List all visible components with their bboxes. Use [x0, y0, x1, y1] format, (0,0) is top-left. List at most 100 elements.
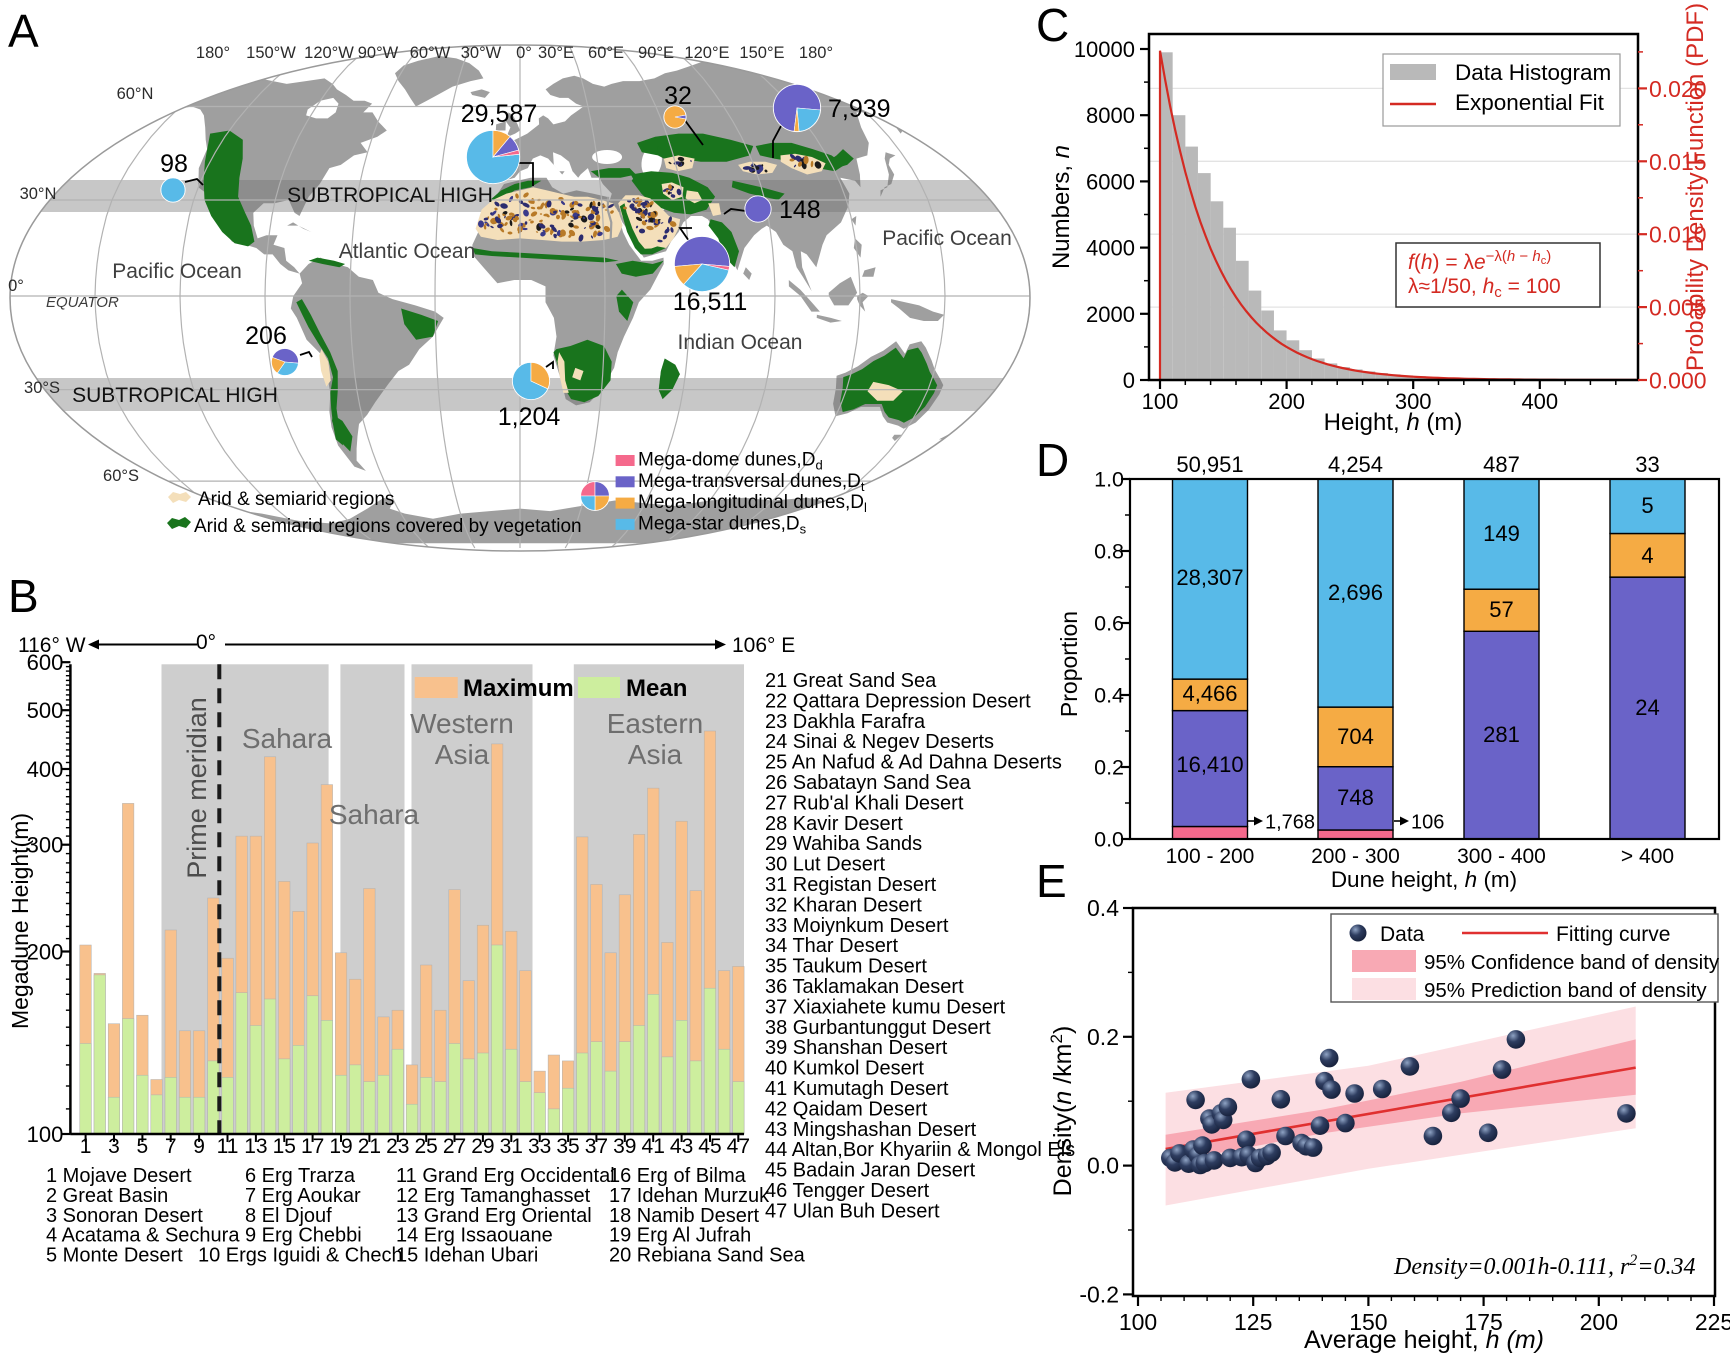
- svg-text:225: 225: [1695, 1309, 1730, 1335]
- svg-text:704: 704: [1337, 724, 1374, 749]
- svg-text:16 Erg of Bilma: 16 Erg of Bilma: [609, 1165, 747, 1187]
- svg-text:Dune height, h (m): Dune height, h (m): [1331, 867, 1517, 892]
- svg-text:150°W: 150°W: [246, 44, 296, 62]
- svg-text:500: 500: [27, 698, 64, 723]
- svg-text:47: 47: [727, 1135, 750, 1158]
- svg-text:10 Ergs Iguidi & Chech: 10 Ergs Iguidi & Chech: [198, 1245, 403, 1267]
- svg-text:Mega-dome dunes,Dd: Mega-dome dunes,Dd: [638, 450, 823, 473]
- svg-text:11 Grand Erg Occidental: 11 Grand Erg Occidental: [396, 1165, 615, 1187]
- svg-text:19: 19: [329, 1135, 352, 1158]
- svg-text:Fitting curve: Fitting curve: [1556, 923, 1670, 946]
- svg-text:16,410: 16,410: [1176, 752, 1243, 777]
- svg-text:SUBTROPICAL HIGH: SUBTROPICAL HIGH: [287, 184, 493, 207]
- svg-text:37: 37: [585, 1135, 608, 1158]
- svg-text:0.4: 0.4: [1094, 684, 1124, 708]
- svg-text:14 Erg Issaouane: 14 Erg Issaouane: [396, 1225, 553, 1247]
- svg-text:5: 5: [137, 1135, 149, 1158]
- svg-text:29,587: 29,587: [461, 100, 537, 128]
- svg-text:38 Gurbantunggut Desert: 38 Gurbantunggut Desert: [765, 1017, 991, 1039]
- svg-text:Mega-transversal dunes,Dt: Mega-transversal dunes,Dt: [638, 471, 865, 494]
- svg-text:1,768: 1,768: [1265, 812, 1315, 834]
- svg-text:4,466: 4,466: [1182, 681, 1237, 706]
- svg-text:Asia: Asia: [628, 739, 683, 770]
- svg-text:28,307: 28,307: [1176, 565, 1243, 590]
- svg-text:400: 400: [27, 757, 64, 782]
- svg-text:15: 15: [273, 1135, 296, 1158]
- svg-text:Arid & semiarid regions covere: Arid & semiarid regions covered by veget…: [194, 516, 582, 537]
- svg-text:36 Taklamakan Desert: 36 Taklamakan Desert: [765, 976, 964, 998]
- svg-text:Pacific Ocean: Pacific Ocean: [112, 260, 242, 283]
- svg-text:25 An Nafud & Ad Dahna Deserts: 25 An Nafud & Ad Dahna Deserts: [765, 752, 1062, 774]
- svg-text:Sahara: Sahara: [329, 799, 420, 830]
- svg-text:3 Sonoran Desert: 3 Sonoran Desert: [46, 1205, 203, 1227]
- svg-text:35: 35: [556, 1135, 579, 1158]
- svg-text:31 Registan Desert: 31 Registan Desert: [765, 874, 937, 896]
- svg-text:0.6: 0.6: [1094, 612, 1124, 636]
- svg-text:90°E: 90°E: [638, 44, 674, 62]
- svg-text:95% Confidence band of density: 95% Confidence band of density: [1424, 951, 1720, 974]
- svg-text:8000: 8000: [1086, 103, 1135, 128]
- svg-text:Indian Ocean: Indian Ocean: [678, 331, 803, 354]
- svg-text:43 Mingshashan Desert: 43 Mingshashan Desert: [765, 1119, 977, 1141]
- svg-text:Mega-star dunes,Ds: Mega-star dunes,Ds: [638, 513, 807, 536]
- svg-text:0°: 0°: [8, 277, 24, 295]
- svg-text:100: 100: [1119, 1309, 1157, 1335]
- svg-text:90°W: 90°W: [358, 44, 399, 62]
- svg-text:27 Rub'al Khali Desert: 27 Rub'al Khali Desert: [765, 792, 964, 814]
- svg-text:Exponential Fit: Exponential Fit: [1455, 90, 1605, 115]
- svg-text:3: 3: [108, 1135, 120, 1158]
- svg-text:5: 5: [1641, 493, 1653, 518]
- svg-text:148: 148: [779, 196, 821, 224]
- svg-text:9 Erg Chebbi: 9 Erg Chebbi: [245, 1225, 362, 1247]
- svg-text:60°S: 60°S: [103, 467, 139, 485]
- svg-text:17: 17: [301, 1135, 324, 1158]
- svg-text:7,939: 7,939: [828, 95, 891, 123]
- svg-text:41 Kumutagh Desert: 41 Kumutagh Desert: [765, 1078, 949, 1100]
- svg-text:120°E: 120°E: [684, 44, 729, 62]
- svg-text:2,696: 2,696: [1328, 580, 1383, 605]
- svg-text:33: 33: [528, 1135, 551, 1158]
- svg-text:35 Taukum Desert: 35 Taukum Desert: [765, 956, 927, 978]
- svg-text:57: 57: [1489, 597, 1513, 622]
- svg-text:200: 200: [1580, 1309, 1618, 1335]
- svg-text:125: 125: [1234, 1309, 1272, 1335]
- svg-text:0.0: 0.0: [1094, 828, 1124, 852]
- svg-text:39 Shanshan Desert: 39 Shanshan Desert: [765, 1037, 948, 1059]
- svg-text:281: 281: [1483, 722, 1520, 747]
- svg-text:Mega-longitudinal dunes,Dl: Mega-longitudinal dunes,Dl: [638, 492, 867, 515]
- svg-text:100: 100: [1142, 389, 1179, 414]
- svg-text:0°: 0°: [196, 631, 216, 654]
- svg-text:Atlantic Ocean: Atlantic Ocean: [339, 240, 476, 263]
- svg-text:200: 200: [1268, 389, 1305, 414]
- svg-text:Data: Data: [1380, 923, 1425, 946]
- svg-text:4,254: 4,254: [1328, 452, 1383, 477]
- svg-text:26 Sabatayn Sand Sea: 26 Sabatayn Sand Sea: [765, 772, 972, 794]
- svg-text:18 Namib Desert: 18 Namib Desert: [609, 1205, 760, 1227]
- svg-text:12 Erg Tamanghasset: 12 Erg Tamanghasset: [396, 1185, 591, 1207]
- svg-text:1.0: 1.0: [1094, 468, 1124, 492]
- svg-text:13 Grand Erg Oriental: 13 Grand Erg Oriental: [396, 1205, 592, 1227]
- svg-text:0.4: 0.4: [1087, 895, 1119, 921]
- svg-text:30°N: 30°N: [20, 185, 57, 203]
- svg-text:180°: 180°: [799, 44, 833, 62]
- svg-text:60°E: 60°E: [588, 44, 624, 62]
- svg-text:9: 9: [193, 1135, 205, 1158]
- svg-text:42 Qaidam Desert: 42 Qaidam Desert: [765, 1098, 928, 1120]
- svg-text:SUBTROPICAL HIGH: SUBTROPICAL HIGH: [72, 384, 278, 407]
- svg-text:2 Great Basin: 2 Great Basin: [46, 1185, 168, 1207]
- svg-text:Density=0.001h-0.111, r2=0.34: Density=0.001h-0.111, r2=0.34: [1393, 1252, 1695, 1280]
- svg-text:21: 21: [358, 1135, 381, 1158]
- svg-text:33: 33: [1635, 452, 1659, 477]
- svg-text:Mean: Mean: [626, 675, 687, 702]
- svg-text:1 Mojave Desert: 1 Mojave Desert: [46, 1165, 192, 1187]
- svg-text:Proportion: Proportion: [1056, 611, 1082, 717]
- svg-text:100: 100: [27, 1122, 64, 1147]
- svg-text:31: 31: [500, 1135, 523, 1158]
- svg-text:0.8: 0.8: [1094, 540, 1124, 564]
- svg-text:15 Idehan Ubari: 15 Idehan Ubari: [396, 1245, 538, 1267]
- svg-text:98: 98: [160, 150, 188, 178]
- svg-text:149: 149: [1483, 521, 1520, 546]
- svg-text:6000: 6000: [1086, 169, 1135, 194]
- svg-text:45 Badain Jaran Desert: 45 Badain Jaran Desert: [765, 1160, 976, 1182]
- svg-text:16,511: 16,511: [673, 288, 748, 316]
